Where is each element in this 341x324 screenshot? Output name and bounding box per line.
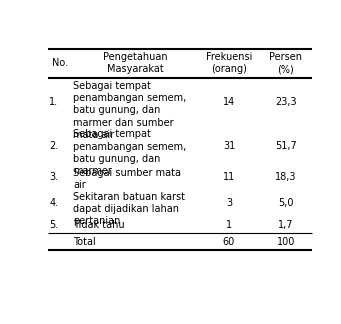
Text: Sekitaran batuan karst
dapat dijadikan lahan
pertanian: Sekitaran batuan karst dapat dijadikan l…: [73, 191, 185, 226]
Text: 11: 11: [223, 172, 235, 182]
Text: 1.: 1.: [49, 97, 58, 107]
Text: Sebagai tempat
penambangan semem,
batu gunung, dan
marmer: Sebagai tempat penambangan semem, batu g…: [73, 129, 186, 176]
Text: Tidak tahu: Tidak tahu: [73, 220, 125, 230]
Text: 100: 100: [277, 237, 295, 247]
Text: 5,0: 5,0: [278, 198, 294, 208]
Text: 5.: 5.: [49, 220, 59, 230]
Text: 2.: 2.: [49, 141, 59, 151]
Text: 23,3: 23,3: [275, 97, 297, 107]
Text: 1,7: 1,7: [278, 220, 294, 230]
Text: Total: Total: [73, 237, 96, 247]
Text: Frekuensi
(orang): Frekuensi (orang): [206, 52, 252, 75]
Text: 3.: 3.: [49, 172, 58, 182]
Text: 3: 3: [226, 198, 232, 208]
Text: 51,7: 51,7: [275, 141, 297, 151]
Text: 4.: 4.: [49, 198, 58, 208]
Text: 31: 31: [223, 141, 235, 151]
Text: 1: 1: [226, 220, 232, 230]
Text: Sebagai sumber mata
air: Sebagai sumber mata air: [73, 168, 181, 190]
Text: No.: No.: [52, 58, 68, 68]
Text: 14: 14: [223, 97, 235, 107]
Text: Persen
(%): Persen (%): [269, 52, 302, 75]
Text: 60: 60: [223, 237, 235, 247]
Text: Pengetahuan
Masyarakat: Pengetahuan Masyarakat: [103, 52, 167, 75]
Text: Sebagai tempat
penambangan semem,
batu gunung, dan
marmer dan sumber
mata air: Sebagai tempat penambangan semem, batu g…: [73, 81, 186, 140]
Text: 18,3: 18,3: [275, 172, 297, 182]
